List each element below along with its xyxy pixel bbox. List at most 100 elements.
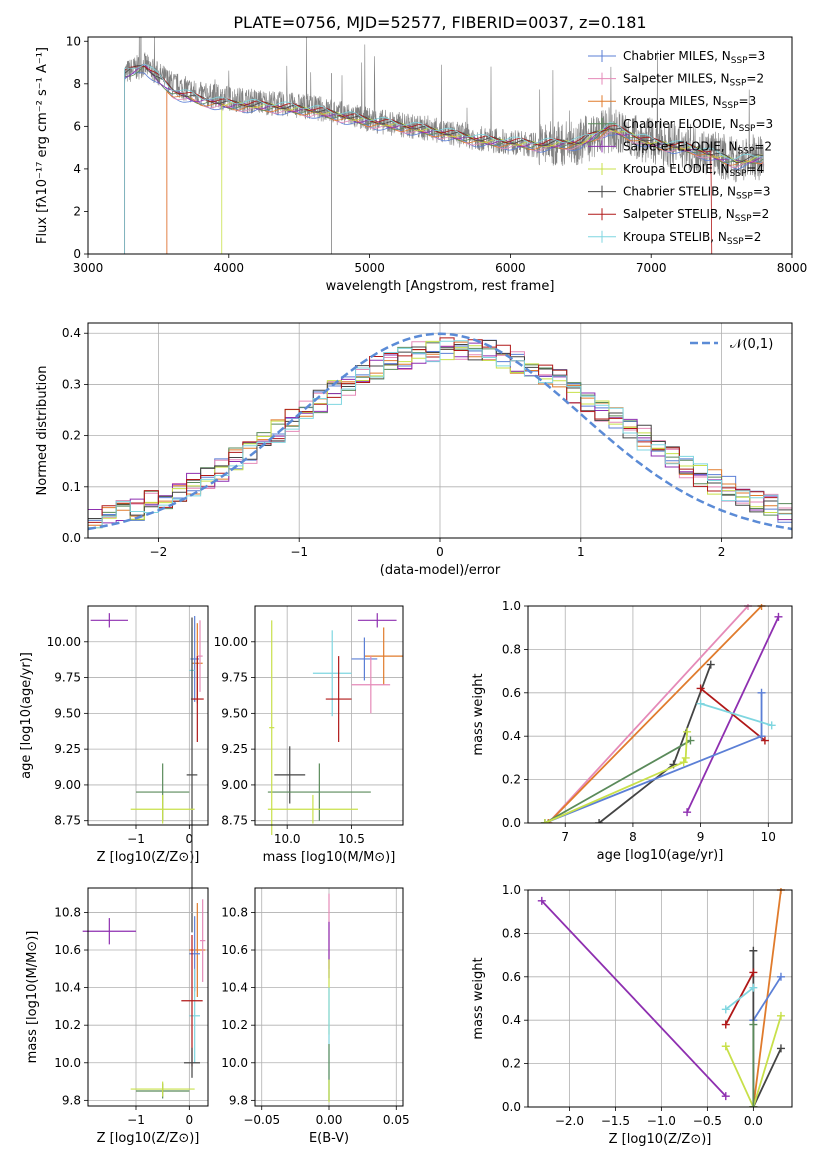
x-tick-label: −2.0 bbox=[555, 1114, 584, 1128]
weight-line-kroupa_miles bbox=[547, 605, 763, 823]
weight-line-kroupa_elodie bbox=[724, 1015, 782, 1107]
weight-line-chabrier_elodie bbox=[544, 739, 691, 823]
x-tick-label: 1 bbox=[577, 545, 585, 559]
x-tick-label: −1.0 bbox=[647, 1114, 676, 1128]
y-tick-label: 0.8 bbox=[502, 926, 521, 940]
x-axis-label: Z [log10(Z/Z⊙)] bbox=[609, 1132, 712, 1147]
y-tick-label: 10.00 bbox=[214, 635, 248, 649]
x-tick-label: 10.5 bbox=[338, 832, 365, 846]
legend-nssp-value: =3 bbox=[739, 94, 757, 108]
legend-subscript: SSP bbox=[727, 237, 744, 247]
model-spectrum-salpeter_miles bbox=[166, 88, 764, 254]
x-tick-label: 0 bbox=[186, 1113, 194, 1127]
model-spectrum-salpeter_stelib bbox=[124, 66, 713, 254]
weight-line-salpeter_miles bbox=[547, 605, 749, 823]
y-tick-label: 10.8 bbox=[54, 905, 81, 919]
legend-nssp-value: =3 bbox=[748, 49, 766, 63]
weight-marker-kroupa_stelib bbox=[767, 721, 776, 730]
x-tick-label: 8 bbox=[629, 830, 637, 844]
panel-age_vs_mass: 10.0 10.5 8.75 9.00 9.25 9.50 9.75 10.00 mass [l… bbox=[214, 605, 404, 865]
weight-marker-kroupa_stelib bbox=[721, 1005, 730, 1014]
y-tick-label: 10.6 bbox=[221, 943, 248, 957]
line-plot-area bbox=[540, 604, 783, 823]
x-axis-label: mass [log10(M/M⊙)] bbox=[263, 850, 396, 865]
x-axis-label: Z [log10(Z/Z⊙)] bbox=[97, 850, 200, 865]
y-tick-label: 0.4 bbox=[502, 1013, 521, 1027]
weight-marker-salpeter_elodie bbox=[537, 896, 546, 905]
x-tick-label: 9 bbox=[697, 830, 705, 844]
legend-subscript: SSP bbox=[731, 56, 748, 66]
weight-marker-chabrier_miles bbox=[776, 972, 785, 981]
weight-marker-chabrier_stelib bbox=[776, 1044, 785, 1053]
x-tick-label: 6000 bbox=[495, 261, 526, 275]
axes-frame bbox=[87, 887, 209, 1107]
x-tick-label: −1 bbox=[127, 1113, 145, 1127]
axes-frame bbox=[254, 605, 404, 826]
axes-frame bbox=[87, 322, 793, 539]
weight-line-chabrier_stelib bbox=[752, 950, 782, 1107]
legend-subscript: SSP bbox=[739, 124, 756, 134]
legend-label: Kroupa ELODIE, NSSP=4 bbox=[623, 162, 764, 179]
y-tick-label: 8.75 bbox=[221, 814, 248, 828]
gaussian-curve bbox=[88, 332, 792, 531]
figure-title: PLATE=0756, MJD=52577, FIBERID=0037, z=0… bbox=[233, 13, 646, 32]
weight-marker-salpeter_stelib bbox=[721, 1020, 730, 1029]
weight-marker-kroupa_stelib bbox=[749, 983, 758, 992]
weight-marker-salpeter_elodie bbox=[683, 808, 692, 817]
legend-label: Kroupa MILES, NSSP=3 bbox=[623, 94, 756, 111]
y-tick-label: 8.75 bbox=[54, 814, 81, 828]
legend-subscript: SSP bbox=[736, 192, 753, 202]
x-tick-label: 0.0 bbox=[744, 1114, 763, 1128]
gaussian-legend-label: 𝒩(0,1) bbox=[730, 337, 773, 352]
histogram-kroupa_stelib bbox=[88, 340, 792, 529]
y-tick-label: 9.8 bbox=[229, 1093, 248, 1107]
x-tick-label: 2 bbox=[718, 545, 726, 559]
axes-frame bbox=[527, 889, 793, 1108]
y-tick-label: 10 bbox=[66, 34, 81, 48]
legend-label: Salpeter ELODIE, NSSP=2 bbox=[623, 139, 772, 156]
panel-weight_vs_Z: −2.0 −1.5 −1.0 −0.5 0.0 0.0 0.2 0.4 0.6 0.8 1.0 Z [… bbox=[471, 883, 793, 1147]
weight-marker-kroupa_elodie bbox=[681, 753, 690, 762]
legend-nssp-value: =3 bbox=[755, 117, 773, 131]
x-tick-label: 7000 bbox=[636, 261, 667, 275]
y-tick-label: 9.25 bbox=[221, 742, 248, 756]
x-tick-label: 3000 bbox=[73, 261, 104, 275]
legend-label: Salpeter STELIB, NSSP=2 bbox=[623, 207, 769, 224]
y-tick-label: 10.2 bbox=[221, 1018, 248, 1032]
weight-marker-chabrier_miles bbox=[757, 732, 766, 741]
legend-nssp-value: =4 bbox=[746, 162, 764, 176]
y-tick-label: 9.75 bbox=[221, 671, 248, 685]
weight-marker-chabrier_stelib bbox=[706, 660, 715, 669]
x-axis-label: Z [log10(Z/Z⊙)] bbox=[97, 1131, 200, 1146]
y-tick-label: 4 bbox=[73, 162, 81, 176]
y-tick-label: 10.0 bbox=[54, 1056, 81, 1070]
y-tick-label: 0.0 bbox=[502, 1100, 521, 1114]
legend-label: Salpeter MILES, NSSP=2 bbox=[623, 72, 764, 89]
y-tick-label: 0.2 bbox=[502, 773, 521, 787]
y-tick-label: 1.0 bbox=[502, 883, 521, 897]
weight-line-salpeter_stelib bbox=[700, 687, 766, 742]
legend-label: Chabrier STELIB, NSSP=3 bbox=[623, 185, 771, 202]
legend-subscript: SSP bbox=[735, 214, 752, 224]
x-tick-label: −1 bbox=[290, 545, 308, 559]
panel-weight_vs_age: 7 8 9 10 0.0 0.2 0.4 0.6 0.8 1.0 age [log10(age/yr… bbox=[471, 599, 793, 863]
panel-mass_vs_ebv: −0.05 0.00 0.05 9.8 10.0 10.2 10.4 10.6 10.8 E(B-… bbox=[221, 887, 410, 1146]
line-plot-area bbox=[537, 888, 785, 1107]
y-tick-label: 9.00 bbox=[221, 778, 248, 792]
y-tick-label: 10.4 bbox=[54, 981, 81, 995]
weight-marker-chabrier_elodie bbox=[686, 736, 695, 745]
legend-subscript: SSP bbox=[737, 146, 754, 156]
weight-line-kroupa_stelib bbox=[725, 986, 754, 1011]
x-axis-label: (data-model)/error bbox=[380, 563, 501, 578]
y-tick-label: 10.8 bbox=[221, 905, 248, 919]
x-axis-label: wavelength [Angstrom, rest frame] bbox=[326, 279, 555, 294]
y-axis-label: mass [log10(M/M⊙)] bbox=[25, 931, 40, 1064]
x-tick-label: −2 bbox=[150, 545, 168, 559]
panel-residuals: −2 −1 0 1 2 0.0 0.1 0.2 0.3 0.4 (data-model)/error… bbox=[35, 322, 793, 578]
y-tick-label: 0.6 bbox=[502, 970, 521, 984]
panel-age_vs_Z: −1 0 8.75 9.00 9.25 9.50 9.75 10.00 Z [log10(Z/Z… bbox=[19, 605, 209, 933]
x-tick-label: 10.0 bbox=[274, 832, 301, 846]
y-tick-label: 10.0 bbox=[221, 1056, 248, 1070]
y-tick-label: 10.2 bbox=[54, 1018, 81, 1032]
